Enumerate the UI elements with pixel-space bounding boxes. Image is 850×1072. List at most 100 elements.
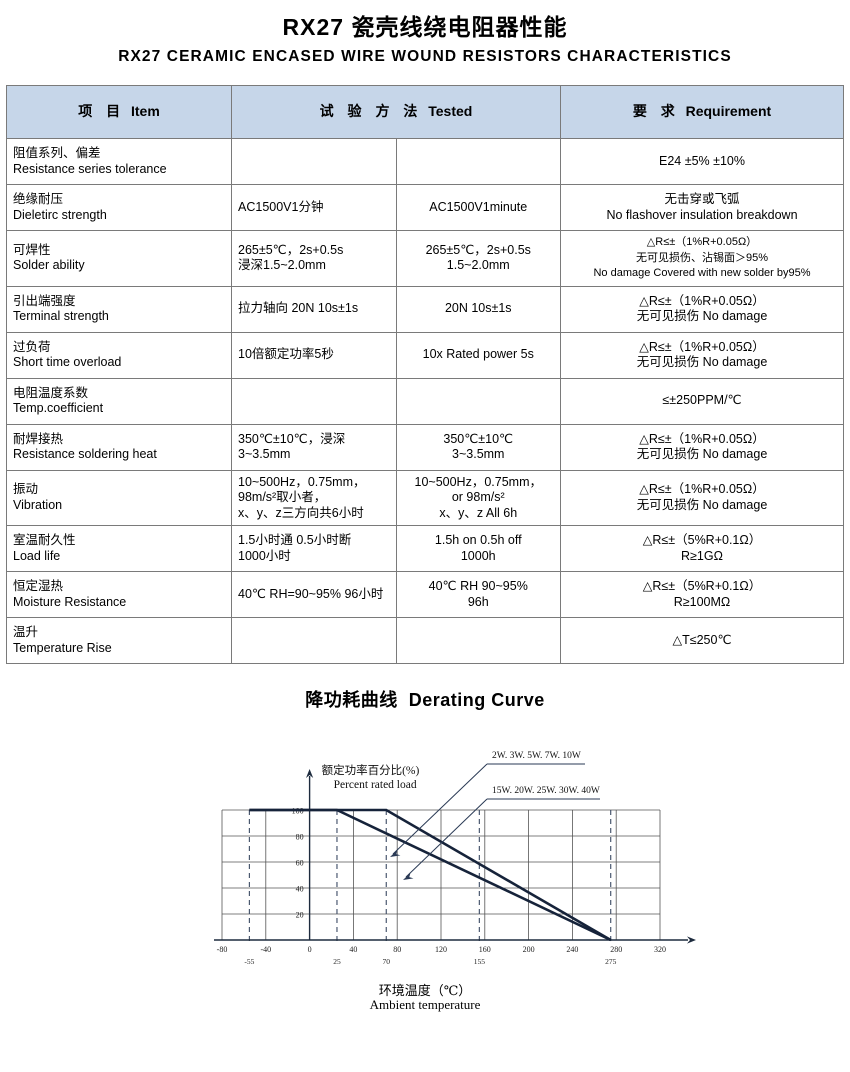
cell-line: 1.5~2.0mm [446, 258, 510, 273]
cell-item: 振动 Vibration [6, 469, 232, 526]
cell-line: △R≤±（5%R+0.1Ω） [642, 533, 762, 547]
cell-tested-cn: AC1500V1分钟 [231, 184, 397, 231]
cell-line: 98m/s²取小者， [238, 490, 327, 504]
cell-item: 恒定湿热 Moisture Resistance [6, 571, 232, 618]
cell-line: Moisture Resistance [13, 594, 127, 609]
cell-line: Terminal strength [13, 309, 109, 323]
cell-line: R≥1GΩ [681, 548, 723, 563]
cell-tested-cn [231, 138, 397, 185]
cell-requirement: △R≤±（1%R+0.05Ω） 无可见损伤 No damage [560, 423, 844, 471]
cell-tested-cn: 10~500Hz，0.75mm， 98m/s²取小者， x、y、z三方向共6小时 [231, 469, 397, 526]
column-header-tested-cn: 试 验 方 法 [319, 103, 423, 120]
table-row: 过负荷 Short time overload 10倍额定功率5秒 10x Rated… [6, 331, 844, 379]
cell-tested-cn: 40℃ RH=90~95% 96小时 [231, 571, 397, 618]
cell-line: 浸深1.5~2.0mm [238, 258, 326, 273]
cell-line: Resistance soldering heat [13, 447, 157, 461]
callout-leader-1 [392, 763, 488, 855]
cell-requirement: △R≤±（5%R+0.1Ω） R≥1GΩ [560, 525, 844, 572]
cell-item: 过负荷 Short time overload [6, 331, 232, 379]
cell-line: 10~500Hz，0.75mm， [414, 474, 543, 489]
cell-line: 无击穿或飞弧 [664, 192, 740, 206]
x-tick-label: -80 [217, 945, 228, 954]
cell-line: 40℃ RH 90~95% [428, 579, 528, 593]
x-tick-label: 40 [349, 945, 357, 954]
cell-line: 绝缘耐压 [13, 192, 64, 206]
cell-line: △T≤250℃ [672, 632, 732, 647]
y-tick-label: 80 [296, 833, 304, 842]
table-row: 可焊性 Solder ability 265±5℃，2s+0.5s 浸深1.5~2.0… [6, 230, 844, 287]
table-row: 振动 Vibration 10~500Hz，0.75mm， 98m/s²取小者， x、y… [6, 469, 844, 526]
cell-item: 引出端强度 Terminal strength [6, 285, 232, 333]
cell-tested-en: 40℃ RH 90~95% 96h [395, 571, 561, 618]
cell-requirement: ≤±250PPM/℃ [560, 377, 844, 425]
cell-tested-en: 265±5℃，2s+0.5s 1.5~2.0mm [395, 230, 561, 287]
cell-line: △R≤±（5%R+0.1Ω） [642, 579, 762, 593]
cell-line: Resistance series tolerance [13, 161, 167, 176]
cell-requirement: △R≤±（1%R+0.05Ω） 无可见损伤 No damage [560, 331, 844, 379]
cell-line: △R≤±（1%R+0.05Ω） [639, 339, 765, 354]
page-title-en: RX27 CERAMIC ENCASED WIRE WOUND RESISTOR… [118, 48, 732, 65]
cell-tested-cn: 265±5℃，2s+0.5s 浸深1.5~2.0mm [231, 230, 397, 287]
cell-line: 无可见损伤、沾锡面＞95% [635, 251, 768, 264]
cell-item: 温升 Temperature Rise [6, 617, 232, 664]
cell-line: Temp.coefficient [13, 401, 104, 415]
cell-line: Short time overload [13, 355, 122, 369]
cell-line: E24 ±5% ±10% [659, 153, 745, 168]
x-tick-label: 200 [523, 945, 535, 954]
cell-line: △R≤±（1%R+0.05Ω） [646, 236, 758, 248]
column-header-tested-en: Tested [428, 103, 473, 120]
cell-tested-en [395, 377, 561, 425]
characteristics-table: 项 目 Item 试 验 方 法 Tested 要 求 Requirement … [6, 85, 844, 664]
cell-line: 电阻温度系数 [13, 385, 89, 400]
y-axis-arrow [306, 769, 314, 778]
x-tick-label: 120 [435, 945, 447, 954]
cell-tested-en: AC1500V1minute [395, 184, 561, 231]
chart-title-cn: 降功耗曲线 [305, 690, 398, 710]
x-tick-label: 80 [393, 945, 401, 954]
column-header-tested: 试 验 方 法 Tested [231, 85, 561, 139]
cell-line: 350℃±10℃，浸深3~3.5mm [238, 431, 346, 462]
table-row: 引出端强度 Terminal strength 拉力轴向 20N 10s±1s 20N… [6, 285, 844, 333]
cell-line: 无可见损伤 No damage [636, 447, 768, 461]
cell-tested-en: 10~500Hz，0.75mm， or 98m/s² x、y、z All 6h [395, 469, 561, 526]
cell-line: 引出端强度 [13, 293, 76, 308]
cell-line: x、y、z All 6h [439, 505, 518, 520]
cell-line: Load life [13, 548, 61, 563]
x-tick-label: 240 [566, 945, 578, 954]
callout-arrow-1 [390, 849, 401, 857]
cell-tested-cn [231, 617, 397, 664]
cell-tested-en [395, 617, 561, 664]
cell-line: or 98m/s² [451, 490, 505, 504]
cell-line: Temperature Rise [13, 640, 112, 655]
cell-line: 40℃ RH=90~95% 96小时 [238, 586, 384, 601]
cell-line: 耐焊接热 [13, 431, 64, 446]
cell-line: 拉力轴向 20N 10s±1s [238, 301, 359, 316]
cell-line: 过负荷 [13, 339, 51, 354]
cell-line: 265±5℃，2s+0.5s [425, 242, 531, 257]
cell-tested-cn: 10倍额定功率5秒 [231, 331, 397, 379]
cell-line: 1000h [460, 548, 496, 563]
cell-line: 10倍额定功率5秒 [238, 347, 334, 362]
cell-item: 耐焊接热 Resistance soldering heat [6, 423, 232, 471]
series-callout-label-1: 2W. 3W. 5W. 7W. 10W [492, 751, 581, 761]
table-row: 恒定湿热 Moisture Resistance 40℃ RH=90~95% 96小… [6, 571, 844, 618]
table-row: 耐焊接热 Resistance soldering heat 350℃±10℃，浸深… [6, 423, 844, 471]
cell-tested-cn: 拉力轴向 20N 10s±1s [231, 285, 397, 333]
cell-line: No flashover insulation breakdown [606, 207, 798, 222]
column-header-item-cn: 项 目 [78, 103, 126, 120]
x-tick-label-secondary: 275 [605, 957, 617, 966]
cell-item: 电阻温度系数 Temp.coefficient [6, 377, 232, 425]
cell-line: No damage Covered with new solder by95% [593, 267, 811, 279]
cell-line: 1.5小时通 0.5小时断 [238, 533, 352, 547]
cell-tested-cn [231, 377, 397, 425]
y-axis-label-en: Percent rated load [334, 779, 417, 791]
cell-tested-en: 1.5h on 0.5h off 1000h [395, 525, 561, 572]
cell-tested-en: 350℃±10℃ 3~3.5mm [395, 423, 561, 471]
table-row: 绝缘耐压 Dieletirc strength AC1500V1分钟 AC1500V1… [6, 184, 844, 231]
cell-line: 阻值系列、偏差 [13, 146, 101, 160]
cell-line: Vibration [13, 497, 63, 512]
cell-line: 无可见损伤 No damage [636, 497, 768, 512]
y-tick-label: 40 [296, 885, 304, 894]
x-tick-label: -40 [260, 945, 271, 954]
